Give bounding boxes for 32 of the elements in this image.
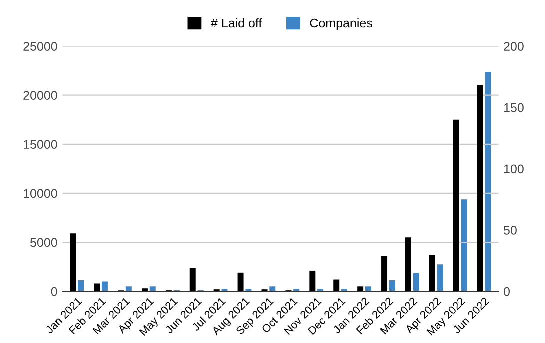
bar (453, 120, 460, 292)
y2-tick-label: 50 (504, 226, 517, 235)
bar (310, 270, 316, 292)
bar (437, 264, 444, 292)
bar (190, 268, 196, 292)
bar (78, 280, 84, 292)
y-tick-label: 20000 (24, 91, 58, 100)
bar (413, 273, 420, 292)
bar (70, 234, 76, 292)
bar (142, 288, 148, 292)
y-tick-label: 15000 (24, 140, 58, 150)
bar (461, 200, 468, 292)
y-tick-label: 25000 (24, 42, 58, 51)
bar (238, 272, 244, 292)
bar (405, 238, 412, 292)
y-tick-label: 10000 (24, 189, 58, 198)
y2-tick-label: 150 (504, 103, 524, 112)
bar (150, 286, 156, 292)
y2-tick-label: 100 (504, 164, 524, 174)
bar (477, 86, 484, 292)
bar (334, 280, 340, 292)
bar (382, 256, 388, 292)
bar (485, 72, 492, 292)
bar (270, 286, 276, 292)
y2-tick-label: 200 (504, 42, 524, 51)
y-tick-label: 0 (51, 287, 58, 296)
y-tick-label: 5000 (30, 238, 58, 248)
legend-label: Companies (310, 18, 372, 30)
bar (429, 255, 436, 292)
legend-label: # Laid off (211, 18, 262, 28)
bar (126, 286, 132, 292)
y2-tick-label: 0 (504, 287, 510, 296)
